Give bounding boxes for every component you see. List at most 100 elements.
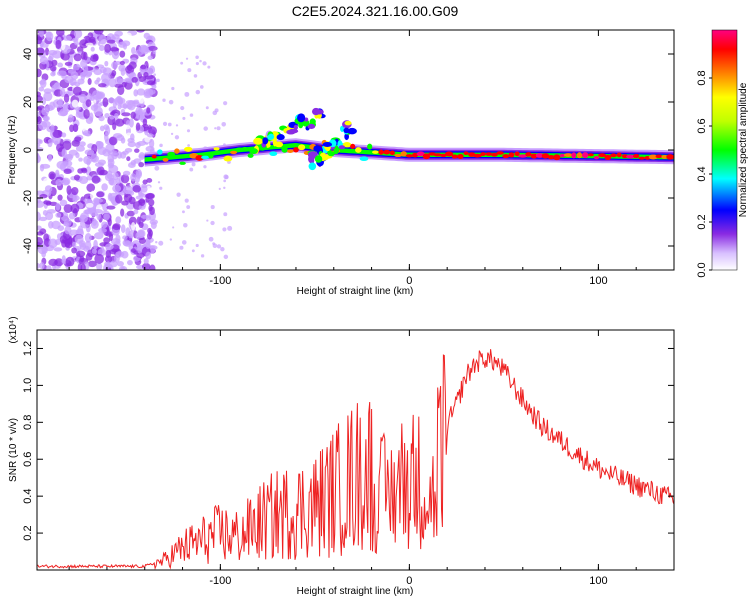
noise-blob bbox=[61, 148, 67, 159]
noise-speck bbox=[200, 254, 205, 258]
noise-blob bbox=[98, 44, 105, 52]
y-tick-label: 1.0 bbox=[22, 378, 34, 393]
ridge-core bbox=[638, 156, 646, 160]
noise-blob bbox=[37, 36, 42, 45]
ridge-core bbox=[593, 155, 600, 160]
noise-blob bbox=[76, 250, 86, 258]
noise-blob bbox=[40, 163, 51, 169]
ridge-core bbox=[269, 151, 278, 157]
noise-blob bbox=[122, 42, 128, 50]
ridge-core bbox=[350, 143, 356, 149]
noise-speck bbox=[189, 167, 194, 172]
noise-speck bbox=[167, 122, 172, 127]
noise-blob bbox=[37, 68, 42, 78]
ridge-core bbox=[359, 156, 369, 162]
spectrogram-ticks: -100 0 100 -40 -20 0 20 40 bbox=[22, 30, 675, 287]
ridge-core bbox=[157, 149, 163, 155]
noise-blob bbox=[111, 49, 120, 60]
noise-blob bbox=[127, 260, 133, 266]
noise-blob bbox=[50, 124, 55, 133]
snr-series-line bbox=[37, 349, 674, 570]
noise-blob bbox=[131, 76, 139, 83]
noise-speck bbox=[224, 175, 229, 180]
ridge-core bbox=[514, 151, 520, 157]
noise-speck bbox=[162, 98, 166, 102]
noise-speck bbox=[183, 222, 188, 228]
ridge-core bbox=[508, 152, 515, 158]
noise-blob bbox=[104, 255, 113, 263]
noise-blob bbox=[67, 114, 74, 123]
noise-blob bbox=[101, 221, 108, 229]
noise-speck bbox=[154, 165, 160, 171]
noise-blob bbox=[64, 242, 73, 249]
noise-blob bbox=[136, 30, 145, 33]
noise-blob bbox=[39, 262, 45, 270]
noise-blob bbox=[88, 36, 96, 43]
ridge-core bbox=[626, 154, 635, 159]
noise-blob bbox=[74, 234, 84, 244]
noise-blob bbox=[66, 250, 74, 257]
noise-blob bbox=[146, 185, 152, 194]
noise-speck bbox=[195, 89, 201, 95]
y-tick-label: 0 bbox=[22, 147, 34, 153]
noise-blob bbox=[115, 216, 122, 224]
ridge-core bbox=[666, 154, 674, 160]
noise-blob bbox=[100, 72, 111, 83]
noise-speck bbox=[227, 225, 233, 231]
noise-blob bbox=[143, 258, 149, 265]
ridge-core bbox=[457, 153, 464, 159]
noise-blob bbox=[62, 140, 72, 151]
ridge-core bbox=[610, 153, 617, 158]
noise-speck bbox=[191, 162, 196, 167]
noise-speck bbox=[159, 186, 163, 190]
noise-blob bbox=[133, 209, 139, 215]
ridge-core bbox=[213, 147, 220, 151]
noise-blob bbox=[137, 245, 142, 254]
noise-blob bbox=[37, 95, 43, 103]
ridge-core bbox=[411, 152, 419, 158]
noise-speck bbox=[221, 121, 227, 127]
colorbar-tick-label: 0.6 bbox=[696, 118, 708, 133]
noise-blob bbox=[96, 191, 105, 198]
noise-blob bbox=[55, 178, 63, 187]
noise-blob bbox=[114, 83, 123, 88]
noise-blob bbox=[96, 141, 104, 149]
noise-blob bbox=[135, 106, 142, 116]
ridge-core bbox=[633, 154, 640, 159]
noise-blob bbox=[83, 198, 93, 204]
noise-speck bbox=[156, 78, 160, 83]
noise-blob bbox=[99, 66, 107, 74]
noise-blob bbox=[127, 230, 134, 239]
noise-blob bbox=[116, 151, 123, 159]
ridge-core bbox=[287, 149, 294, 153]
noise-blob bbox=[136, 113, 145, 121]
noise-speck bbox=[184, 91, 190, 97]
ridge-core bbox=[576, 152, 583, 159]
branch-blob bbox=[272, 138, 278, 147]
branch-blob bbox=[347, 127, 357, 135]
noise-blob bbox=[60, 177, 71, 186]
branch-blob bbox=[314, 155, 323, 163]
noise-speck bbox=[187, 68, 192, 73]
ridge-core bbox=[242, 146, 248, 151]
noise-blob bbox=[110, 260, 118, 268]
noise-speck bbox=[179, 245, 184, 250]
noise-blob bbox=[42, 177, 51, 188]
noise-blob bbox=[109, 47, 120, 52]
noise-blob bbox=[114, 113, 119, 119]
y-tick-label: 40 bbox=[22, 48, 34, 60]
noise-blob bbox=[74, 136, 82, 142]
noise-blob bbox=[108, 136, 118, 146]
noise-speck bbox=[158, 240, 164, 246]
noise-speck bbox=[195, 55, 199, 60]
noise-blob bbox=[93, 209, 103, 214]
branch-blob bbox=[344, 120, 352, 126]
y-tick-label: 0.8 bbox=[22, 415, 34, 430]
y-tick-label: 1.2 bbox=[22, 341, 34, 356]
noise-blob bbox=[42, 209, 48, 216]
noise-speck bbox=[203, 165, 207, 169]
noise-blob bbox=[63, 103, 69, 110]
ridge-core bbox=[394, 153, 402, 158]
noise-speck bbox=[199, 59, 202, 63]
noise-blob bbox=[48, 258, 58, 267]
